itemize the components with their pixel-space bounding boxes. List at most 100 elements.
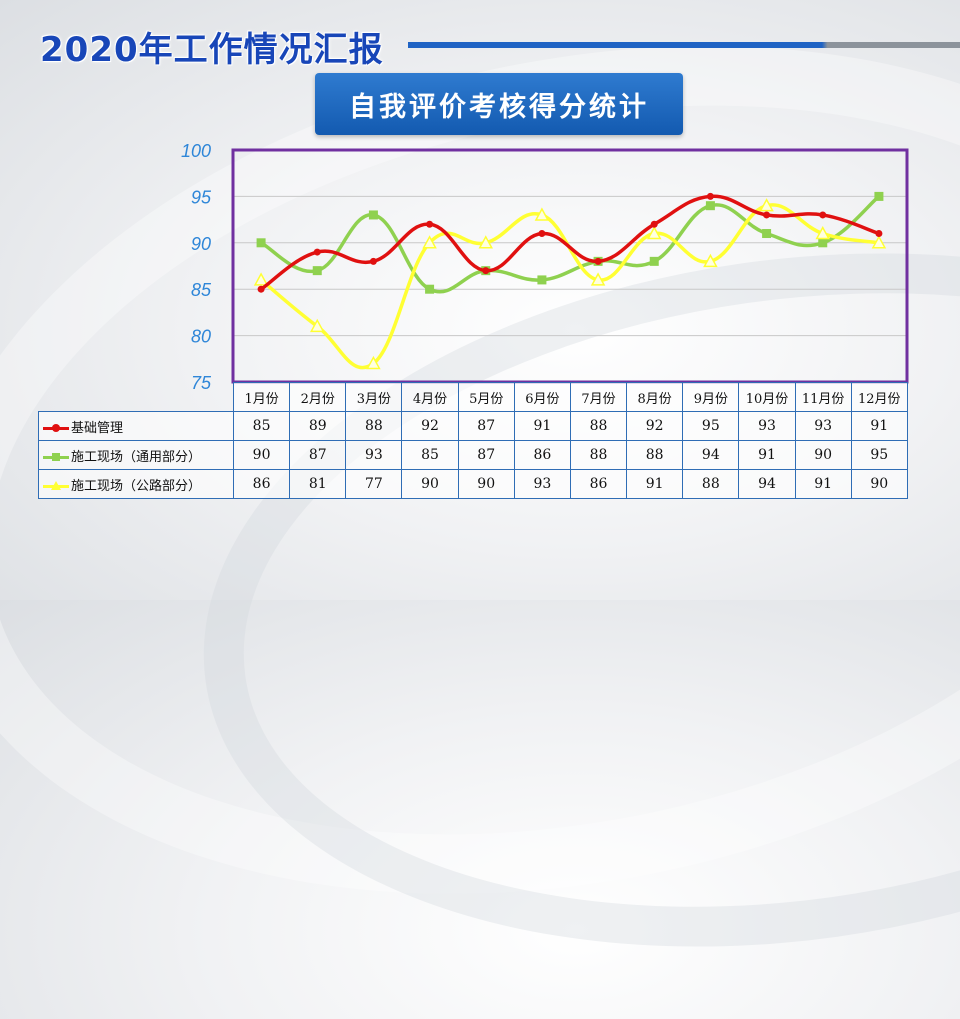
data-point [871,235,887,249]
plot-frame [231,148,909,384]
x-tick-label: 6月份 [513,382,571,412]
data-point [257,285,265,293]
data-point [369,257,377,265]
data-label: 90 [232,440,291,470]
data-label: 93 [738,411,796,441]
data-point [537,275,547,285]
y-tick-label: 100 [181,141,211,161]
data-label: 90 [401,469,459,499]
data-point [649,256,659,266]
x-tick-label: 7月份 [569,382,628,412]
data-point [312,266,322,276]
x-tick-label: 9月份 [682,382,740,412]
x-tick-label: 11月份 [794,382,852,412]
data-label: 93 [794,411,852,441]
x-tick-label: 4月份 [401,382,459,412]
data-point [309,318,325,333]
data-point [874,191,884,201]
data-label: 92 [626,411,684,441]
x-tick-label: 10月份 [738,382,796,412]
x-tick-label: 3月份 [345,382,403,412]
data-label: 89 [289,411,347,441]
x-tick-label: 5月份 [457,382,515,412]
data-point [422,235,437,249]
data-point [482,267,490,275]
data-point [759,198,774,212]
legend-entry: 基础管理 [38,411,234,441]
data-label: 81 [289,469,347,499]
data-point [705,201,715,211]
data-point [762,229,772,239]
x-tick-label: 2月份 [289,382,347,412]
x-tick-label: 12月份 [850,382,908,412]
x-tick-label: 1月份 [232,382,291,412]
legend-key [43,481,69,491]
data-label: 94 [738,469,796,499]
legend-key [43,423,69,433]
data-label: 86 [569,469,628,499]
data-point [706,192,714,200]
data-table: 1月份 2月份 3月份 4月份 5月份 6月份 7月份 8月份 9月份 10月份 11月份 12月份基… [38,382,908,499]
data-label: 85 [232,411,291,441]
data-point [425,284,435,294]
data-point [590,272,606,286]
data-point [426,220,434,228]
data-label: 91 [850,411,908,441]
data-point [815,225,831,240]
data-label: 87 [457,411,515,441]
data-label: 95 [682,411,740,441]
table-corner [38,382,234,412]
legend-entry: 施工现场（公路部分） [38,469,234,499]
y-tick-label: 95 [191,187,212,207]
x-tick-label: 8月份 [626,382,684,412]
data-label: 88 [682,469,740,499]
data-point [763,211,771,219]
data-label: 88 [626,440,684,470]
data-point [819,211,827,219]
data-label: 77 [345,469,403,499]
data-label: 90 [850,469,908,499]
data-point [256,238,266,248]
y-tick-label: 80 [191,327,211,347]
data-point [875,230,883,238]
data-point [368,210,378,220]
data-label: 85 [401,440,459,470]
table-row: 施工现场（公路部分） 86 81 77 90 90 93 86 91 88 94 91 90 [38,469,908,499]
data-label: 90 [794,440,852,470]
y-tick-label: 90 [191,234,211,254]
data-label: 95 [850,440,908,470]
data-label: 88 [569,440,628,470]
data-point [594,257,602,265]
data-point [534,207,550,221]
data-point [478,235,494,249]
chart-subtitle: 自我评价考核得分统计 [315,73,683,135]
data-label: 91 [513,411,571,441]
data-point [253,272,269,286]
data-label: 88 [569,411,628,441]
data-label: 94 [682,440,740,470]
data-label: 88 [345,411,403,441]
data-label: 87 [457,440,515,470]
data-point [646,225,662,240]
data-point [538,230,546,238]
page-title: 2020年工作情况汇报 [40,30,384,70]
data-label: 91 [794,469,852,499]
data-label: 93 [513,469,571,499]
data-label: 87 [289,440,347,470]
data-label: 91 [626,469,684,499]
data-point [366,355,381,370]
data-label: 90 [457,469,515,499]
table-row: 基础管理 85 89 88 92 87 91 88 92 95 93 93 91 [38,411,908,441]
data-point [650,220,658,228]
data-point [313,248,321,256]
data-point [703,253,718,268]
data-label: 92 [401,411,459,441]
legend-entry: 施工现场（通用部分） [38,440,234,470]
data-point [818,238,828,248]
data-label: 93 [345,440,403,470]
title-underline [408,42,960,48]
data-label: 91 [738,440,796,470]
y-tick-label: 85 [191,280,212,300]
data-label: 86 [513,440,571,470]
table-row: 施工现场（通用部分） 90 87 93 85 87 86 88 88 94 91 90 95 [38,440,908,470]
